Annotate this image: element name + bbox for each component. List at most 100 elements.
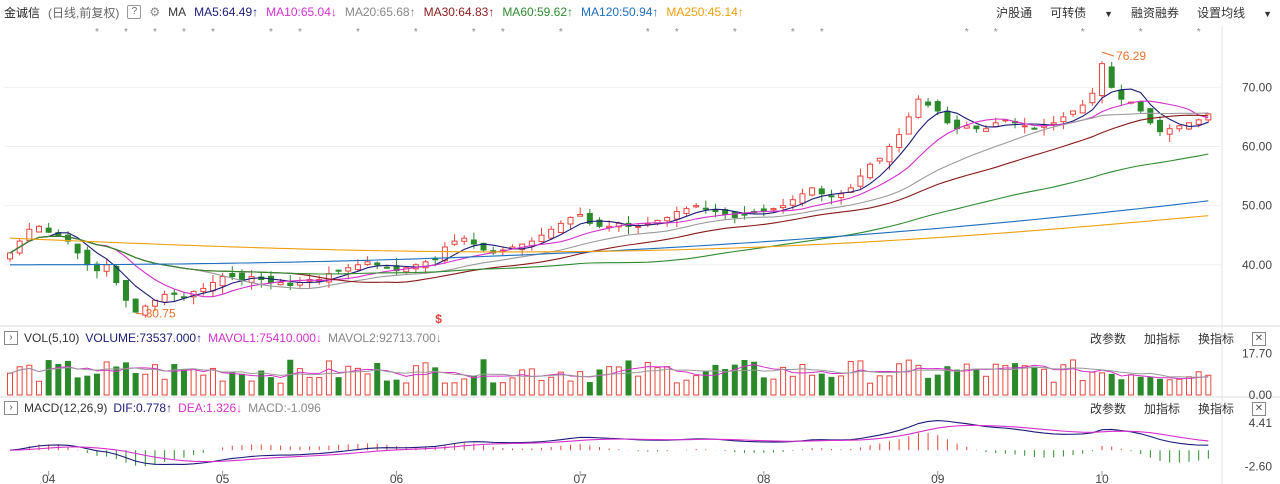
volume-bar: [818, 373, 825, 396]
volume-bar: [190, 368, 197, 396]
news-marker: *: [1081, 27, 1085, 38]
dea-line: [9, 424, 1209, 463]
top-menu: 沪股通 可转债 ▼ 融资融券 设置均线 ▼: [978, 2, 1272, 22]
vol-change-params[interactable]: 改参数: [1089, 332, 1126, 346]
volume-bar: [84, 375, 91, 396]
volume-bar: [557, 371, 564, 396]
candle-body: [828, 195, 835, 198]
volume-tick-label: 17.70: [1242, 346, 1272, 360]
candle-body: [74, 243, 81, 254]
x-tick-label: 09: [931, 472, 945, 484]
menu-hsgt[interactable]: 沪股通: [996, 5, 1033, 20]
news-marker: *: [675, 27, 679, 38]
volume-bar: [499, 382, 506, 396]
price-tick-label: 40.00: [1242, 258, 1272, 272]
volume-bar: [258, 370, 265, 396]
macd-switch-indicator[interactable]: 换指标: [1197, 402, 1234, 416]
volume-bar: [847, 361, 854, 396]
candle-body: [1166, 128, 1173, 135]
volume-bar: [1118, 379, 1125, 396]
volume-bar: [1012, 363, 1019, 396]
volume-bar: [470, 375, 477, 396]
gear-icon[interactable]: ⚙: [149, 5, 161, 19]
candle-body: [1099, 63, 1106, 97]
collapse-icon[interactable]: ›: [4, 401, 18, 415]
menu-margin[interactable]: 融资融券: [1131, 5, 1180, 20]
candle-body: [1195, 119, 1202, 125]
candle-body: [1118, 89, 1125, 100]
volume-bar: [712, 364, 719, 396]
macd-change-params[interactable]: 改参数: [1089, 402, 1126, 416]
ma30-line: [9, 114, 1209, 283]
candle-body: [1176, 125, 1183, 130]
volume-bar: [954, 369, 961, 396]
candle-body: [577, 213, 584, 217]
volume-bar: [142, 373, 149, 396]
volume-bar: [905, 359, 912, 396]
volume-bar: [354, 367, 361, 396]
candle-body: [963, 125, 970, 129]
adjust-mode[interactable]: (日线,前复权): [48, 5, 120, 20]
volume-bar: [122, 362, 129, 396]
close-icon[interactable]: ✕: [1252, 401, 1266, 416]
volume-bar: [625, 360, 632, 396]
candle-body: [1089, 92, 1096, 104]
close-icon[interactable]: ✕: [1252, 331, 1266, 346]
volume-bar: [1137, 376, 1144, 396]
news-marker: *: [820, 27, 824, 38]
candle-body: [857, 175, 864, 187]
candle-body: [345, 267, 352, 272]
volume-bar: [1070, 359, 1077, 396]
menu-convertible[interactable]: 可转债 ▼: [1050, 5, 1114, 20]
candle-body: [480, 242, 487, 251]
news-marker: *: [733, 27, 737, 38]
volume-bar: [93, 373, 100, 396]
vol-add-indicator[interactable]: 加指标: [1143, 332, 1180, 346]
candle-body: [122, 280, 129, 301]
x-tick-label: 06: [390, 472, 404, 484]
volume-bar: [567, 380, 574, 396]
macd-tick-label: -2.60: [1245, 459, 1273, 473]
candle-body: [45, 227, 52, 233]
candle-body: [84, 249, 91, 266]
menu-ma-settings[interactable]: 设置均线 ▼: [1197, 5, 1272, 20]
volume-bar: [1021, 365, 1028, 396]
ma5-line: [9, 88, 1209, 304]
max-pointer: [1101, 51, 1115, 57]
news-marker: *: [472, 27, 476, 38]
help-button[interactable]: ?: [127, 5, 142, 19]
candle-body: [886, 145, 893, 163]
vol-mavol2: MAVOL2:92713.700↓: [327, 331, 442, 345]
volume-panel-header: › VOL(5,10) VOLUME:73537.000↑ MAVOL1:754…: [0, 330, 1280, 346]
candle-body: [432, 258, 439, 261]
volume-bar: [316, 377, 323, 396]
candle-body: [905, 116, 912, 135]
candle-body: [209, 282, 216, 292]
volume-bar: [1031, 366, 1038, 396]
volume-bar: [306, 376, 313, 396]
volume-bar: [374, 362, 381, 396]
volume-bar: [1176, 378, 1183, 396]
collapse-icon[interactable]: ›: [4, 331, 18, 345]
candle-body: [1050, 122, 1057, 125]
volume-bar: [867, 382, 874, 396]
volume-tick-label: 0.00: [1249, 388, 1273, 402]
volume-bar: [490, 382, 497, 396]
volume-bar: [635, 375, 642, 396]
candle-body: [238, 272, 245, 281]
candle-body: [335, 269, 342, 272]
volume-bar: [992, 363, 999, 396]
vol-switch-indicator[interactable]: 换指标: [1197, 332, 1234, 346]
volume-bar: [412, 365, 419, 396]
macd-add-indicator[interactable]: 加指标: [1143, 402, 1180, 416]
candle-body: [915, 98, 922, 118]
volume-bar: [461, 378, 468, 396]
candle-body: [103, 264, 110, 272]
volume-bar: [751, 361, 758, 396]
chevron-down-icon: ▼: [1104, 8, 1114, 19]
volume-bar: [403, 382, 410, 396]
volume-bar: [248, 380, 255, 396]
ma5-value: MA5:64.49↑: [194, 5, 259, 19]
stock-name: 金诚信: [4, 5, 41, 20]
